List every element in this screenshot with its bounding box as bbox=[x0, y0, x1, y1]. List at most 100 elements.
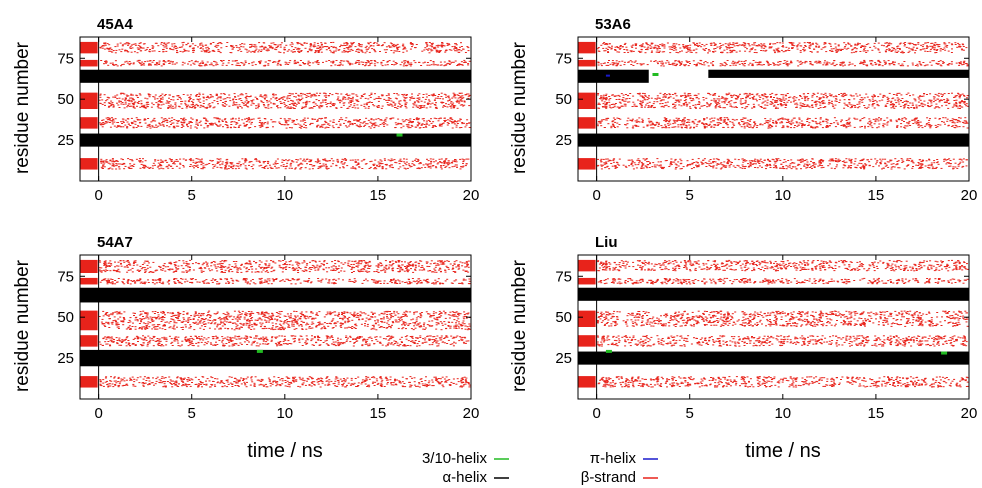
beta-strand-point bbox=[923, 48, 926, 50]
beta-strand-point bbox=[962, 63, 965, 65]
beta-strand-point bbox=[243, 63, 246, 65]
beta-strand-point bbox=[834, 43, 837, 45]
beta-strand-point bbox=[678, 104, 681, 106]
beta-strand-point bbox=[894, 105, 897, 107]
beta-strand-point bbox=[658, 97, 661, 99]
beta-strand-point bbox=[405, 164, 408, 166]
beta-strand-point bbox=[192, 51, 195, 53]
beta-strand-initial bbox=[578, 117, 596, 129]
beta-strand-point bbox=[342, 98, 345, 100]
beta-strand-point bbox=[920, 103, 923, 105]
beta-strand-point bbox=[777, 107, 779, 109]
beta-strand-point bbox=[108, 118, 111, 120]
beta-strand-point bbox=[677, 52, 680, 54]
beta-strand-point bbox=[282, 96, 285, 98]
beta-strand-point bbox=[796, 46, 799, 48]
beta-strand-point bbox=[221, 121, 224, 122]
beta-strand-point bbox=[216, 125, 219, 127]
beta-strand-point bbox=[722, 107, 725, 109]
beta-strand-point bbox=[608, 60, 610, 61]
beta-strand-point bbox=[835, 48, 838, 50]
beta-strand-point bbox=[242, 163, 245, 165]
beta-strand-point bbox=[738, 50, 741, 52]
beta-strand-point bbox=[111, 102, 114, 104]
beta-strand-point bbox=[435, 160, 437, 162]
beta-strand-point bbox=[892, 63, 895, 65]
beta-strand-point bbox=[734, 101, 737, 103]
beta-strand-point bbox=[958, 44, 961, 46]
beta-strand-point bbox=[636, 93, 639, 95]
beta-strand-point bbox=[266, 123, 269, 125]
beta-strand-point bbox=[623, 64, 626, 66]
beta-strand-point bbox=[360, 61, 363, 63]
beta-strand-point bbox=[290, 50, 293, 52]
beta-strand-point bbox=[927, 42, 930, 44]
beta-strand-point bbox=[631, 46, 634, 48]
beta-strand-point bbox=[230, 127, 232, 129]
beta-strand-point bbox=[918, 61, 921, 62]
beta-strand-point bbox=[183, 62, 186, 64]
beta-strand-point bbox=[283, 52, 285, 54]
beta-strand-point bbox=[891, 103, 894, 105]
beta-strand-point bbox=[647, 105, 650, 107]
beta-strand-point bbox=[359, 122, 362, 124]
beta-strand-point bbox=[351, 124, 354, 126]
beta-strand-point bbox=[447, 160, 450, 162]
beta-strand-point bbox=[278, 121, 281, 123]
beta-strand-point bbox=[284, 121, 287, 123]
beta-strand-point bbox=[373, 60, 376, 61]
beta-strand-point bbox=[261, 125, 264, 127]
beta-strand-point bbox=[616, 51, 619, 53]
beta-strand-point bbox=[278, 123, 281, 124]
beta-strand-point bbox=[197, 124, 199, 126]
beta-strand-point bbox=[307, 63, 310, 65]
beta-strand-point bbox=[785, 103, 788, 105]
beta-strand-point bbox=[670, 46, 673, 48]
beta-strand-point bbox=[671, 45, 674, 47]
beta-strand-point bbox=[259, 94, 262, 96]
beta-strand-point bbox=[189, 64, 192, 66]
beta-strand-point bbox=[322, 159, 325, 161]
beta-strand-point bbox=[255, 48, 258, 50]
beta-strand-point bbox=[268, 45, 271, 47]
beta-strand-point bbox=[344, 96, 347, 98]
beta-strand-point bbox=[188, 121, 191, 123]
beta-strand-point bbox=[368, 47, 371, 49]
beta-strand-point bbox=[123, 107, 126, 109]
beta-strand-point bbox=[261, 124, 264, 126]
beta-strand-point bbox=[685, 96, 688, 98]
beta-strand-point bbox=[454, 43, 456, 45]
beta-strand-point bbox=[304, 122, 307, 123]
beta-strand-point bbox=[427, 119, 430, 121]
beta-strand-point bbox=[240, 46, 243, 48]
beta-strand-point bbox=[936, 49, 939, 50]
beta-strand-point bbox=[109, 167, 112, 169]
beta-strand-point bbox=[947, 99, 950, 101]
beta-strand-point bbox=[166, 42, 169, 44]
beta-strand-point bbox=[798, 42, 801, 44]
beta-strand-point bbox=[957, 42, 960, 44]
beta-strand-point bbox=[399, 103, 402, 105]
beta-strand-point bbox=[111, 62, 114, 64]
beta-strand-point bbox=[951, 48, 953, 50]
beta-strand-point bbox=[774, 99, 777, 101]
beta-strand-point bbox=[154, 98, 156, 100]
beta-strand-point bbox=[452, 122, 455, 124]
beta-strand-point bbox=[454, 105, 457, 107]
beta-strand-point bbox=[219, 124, 222, 126]
beta-strand-point bbox=[279, 46, 282, 48]
beta-strand-point bbox=[627, 101, 629, 103]
beta-strand-point bbox=[961, 64, 964, 66]
beta-strand-point bbox=[934, 93, 937, 95]
beta-strand-point bbox=[124, 124, 127, 126]
beta-strand-point bbox=[378, 163, 381, 165]
beta-strand-point bbox=[114, 118, 117, 120]
beta-strand-point bbox=[146, 124, 149, 126]
beta-strand-point bbox=[890, 100, 893, 102]
beta-strand-point bbox=[325, 95, 328, 97]
beta-strand-point bbox=[446, 119, 449, 121]
beta-strand-point bbox=[608, 101, 611, 103]
beta-strand-point bbox=[173, 119, 176, 121]
beta-strand-point bbox=[867, 43, 870, 45]
beta-strand-point bbox=[101, 99, 104, 101]
